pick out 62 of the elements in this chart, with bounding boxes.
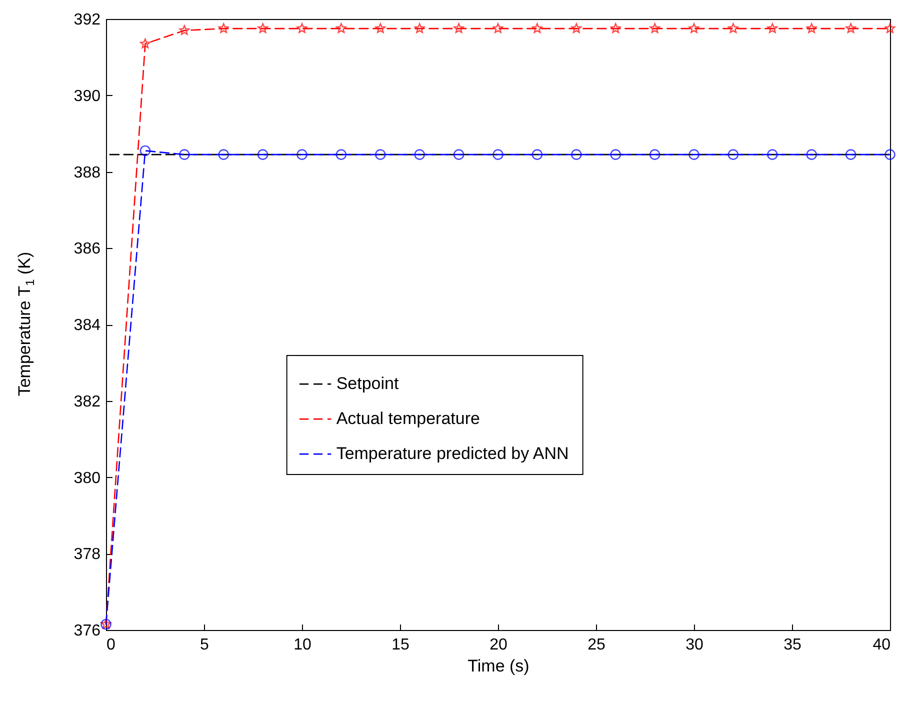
point bbox=[884, 23, 896, 34]
point bbox=[688, 149, 700, 160]
point bbox=[218, 149, 229, 160]
point bbox=[650, 23, 660, 34]
x-axis-title: Time (s) bbox=[468, 656, 530, 676]
point bbox=[532, 149, 543, 160]
x-tick-label: 5 bbox=[200, 636, 210, 654]
point bbox=[296, 23, 308, 34]
point bbox=[414, 149, 425, 160]
y-tick-label: 376 bbox=[74, 622, 101, 640]
point bbox=[571, 149, 582, 160]
y-tick-label: 388 bbox=[74, 164, 101, 182]
x-tick-label: 10 bbox=[294, 636, 312, 654]
x-tick-label: 25 bbox=[588, 636, 606, 654]
point bbox=[610, 149, 621, 160]
y-tick-label: 382 bbox=[74, 393, 101, 410]
point bbox=[610, 23, 621, 34]
point bbox=[454, 23, 464, 34]
y-tick-label: 378 bbox=[74, 546, 101, 564]
point bbox=[375, 23, 386, 34]
y-tick-label: 384 bbox=[74, 317, 101, 334]
point bbox=[296, 149, 308, 160]
y-tick-label: 392 bbox=[74, 12, 101, 28]
point bbox=[492, 149, 504, 160]
point bbox=[414, 23, 425, 34]
point bbox=[140, 145, 151, 156]
point bbox=[806, 23, 817, 34]
point bbox=[846, 23, 856, 34]
point bbox=[492, 23, 504, 34]
y-tick-label: 386 bbox=[74, 240, 101, 258]
point bbox=[532, 23, 542, 34]
point bbox=[728, 23, 738, 34]
point bbox=[179, 149, 190, 160]
point bbox=[688, 23, 700, 34]
point bbox=[257, 149, 268, 160]
x-tick-label: 40 bbox=[872, 636, 891, 654]
x-tick-label: 0 bbox=[106, 636, 116, 654]
point bbox=[453, 149, 464, 160]
point bbox=[336, 149, 347, 160]
point bbox=[258, 23, 268, 34]
point bbox=[179, 25, 190, 35]
point bbox=[375, 149, 386, 160]
point bbox=[571, 23, 582, 34]
y-tick-label: 380 bbox=[74, 470, 101, 487]
point bbox=[728, 149, 739, 160]
x-tick-label: 20 bbox=[490, 636, 508, 654]
y-tick-label: 390 bbox=[74, 88, 101, 105]
legend-label: Temperature predicted by ANN bbox=[336, 444, 569, 464]
point bbox=[649, 149, 660, 160]
point bbox=[218, 23, 229, 34]
point bbox=[806, 149, 817, 160]
point bbox=[336, 23, 346, 34]
point bbox=[140, 38, 150, 48]
point bbox=[845, 149, 856, 160]
x-tick-label: 15 bbox=[392, 636, 410, 654]
point bbox=[767, 23, 778, 34]
point bbox=[767, 149, 778, 160]
x-tick-label: 30 bbox=[686, 636, 704, 654]
legend-label: Setpoint bbox=[336, 374, 399, 394]
point bbox=[884, 149, 896, 160]
legend-label: Actual temperature bbox=[336, 409, 480, 428]
x-tick-label: 35 bbox=[784, 636, 802, 654]
